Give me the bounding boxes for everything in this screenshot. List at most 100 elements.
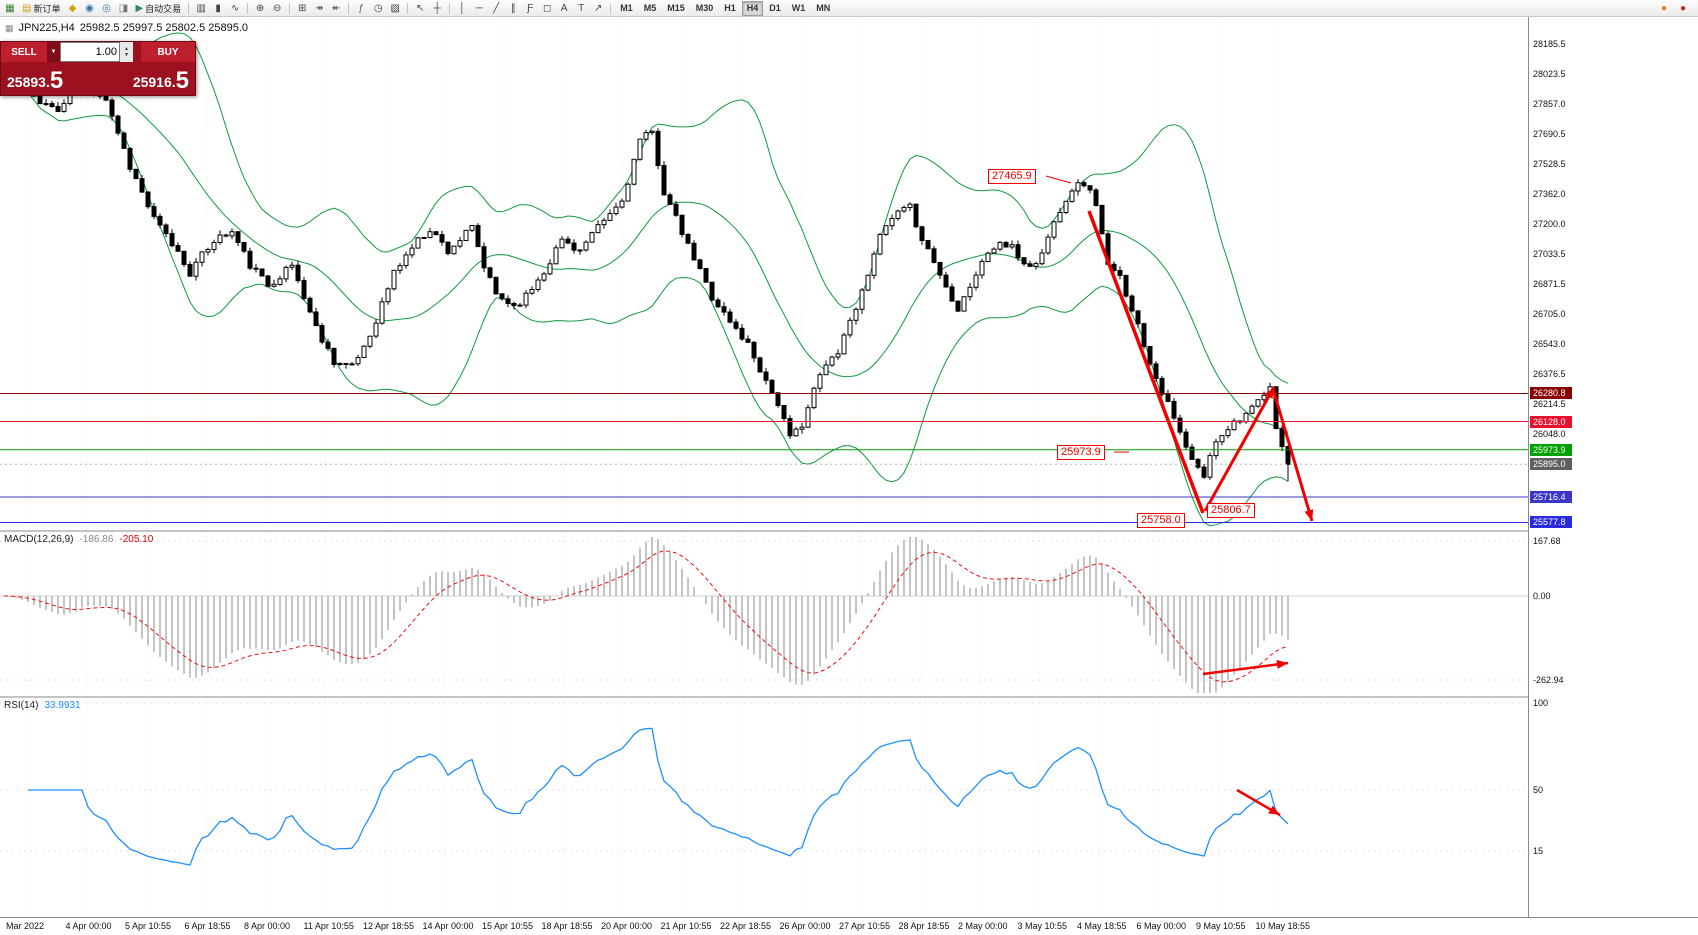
time-axis-label: 4 Apr 00:00 [65, 921, 112, 931]
buy-price-dot: . [171, 74, 176, 90]
bars-chart-button[interactable]: ▥ [193, 1, 209, 16]
volume-spinner[interactable]: ▲ ▼ [120, 42, 133, 62]
price-annotation[interactable]: 27465.9 [988, 169, 1036, 184]
trend-arrow[interactable] [1271, 388, 1314, 522]
label-icon: T [578, 2, 585, 14]
time-axis-label: 21 Apr 10:55 [660, 921, 712, 931]
text-button[interactable]: A [556, 1, 572, 16]
time-axis-label: 15 Apr 10:55 [482, 921, 534, 931]
timeframe-w1-button[interactable]: W1 [791, 3, 806, 13]
one-click-trading-panel: SELL ▼ ▲ ▼ BUY 25893.5 25916.5 [0, 41, 196, 96]
indicators-button[interactable]: ƒ [353, 1, 369, 16]
terminal-button[interactable]: ◨ [115, 1, 131, 16]
price-annotation[interactable]: 25806.7 [1207, 503, 1255, 518]
navigator-button[interactable]: ◎ [98, 1, 114, 16]
tile-windows-button[interactable]: ⊞ [294, 1, 310, 16]
price-axis[interactable]: 28185.5 28023.5 27857.0 27690.5 27528.5 27362… [1528, 17, 1698, 917]
new-chart-icon: ▦ [5, 2, 15, 14]
timeframe-h4-button[interactable]: H4 [741, 0, 764, 16]
autotrading-button-label: 自动交易 [145, 3, 182, 14]
price-axis-tick: 27200.0 [1533, 219, 1566, 229]
crosshair-button[interactable]: ┼ [429, 1, 445, 16]
timeframe-mn-button[interactable]: MN [816, 3, 831, 13]
macd-axis-tick: 0.00 [1533, 591, 1551, 601]
market-watch-icon: ◆ [68, 2, 77, 14]
price-annotation[interactable]: 25973.9 [1057, 445, 1105, 460]
price-badge: 26128.0 [1530, 416, 1572, 428]
horizontal-line-button[interactable]: ─ [471, 1, 487, 16]
zoom-out-button[interactable]: ⊖ [269, 1, 285, 16]
symbol-header: ▦ JPN225,H4 25982.5 25997.5 25802.5 2589… [5, 22, 248, 34]
new-order-button[interactable]: ▤ 新订单 [19, 1, 63, 16]
sell-price[interactable]: 25893. 5 [7, 69, 63, 93]
bollinger-upper-band [3, 32, 1289, 384]
vertical-line-button[interactable]: │ [454, 1, 470, 16]
timeframe-m1-button[interactable]: M1 [620, 3, 633, 13]
market-watch-button[interactable]: ◆ [64, 1, 80, 16]
timeframe-h1-button[interactable]: H1 [724, 3, 736, 13]
cursor-icon: ↖ [415, 2, 425, 14]
shapes-button[interactable]: ◻ [539, 1, 555, 16]
navigator-icon: ◎ [102, 2, 111, 14]
community-icon: ● [1660, 2, 1668, 14]
periods-button[interactable]: ◷ [370, 1, 386, 16]
trend-arrow[interactable] [1203, 386, 1276, 512]
arrow-tools-button[interactable]: ↗ [590, 1, 606, 16]
volume-input[interactable] [60, 42, 120, 62]
channel-button[interactable]: ∥ [505, 1, 521, 16]
new-chart-button[interactable]: ▦ [2, 1, 18, 16]
time-axis-label: 2 May 00:00 [958, 921, 1008, 931]
sell-price-main: 25893 [7, 74, 46, 90]
rsi-line [28, 727, 1289, 866]
time-axis-label: 18 Apr 18:55 [541, 921, 593, 931]
price-axis-tick: 26871.5 [1533, 279, 1566, 289]
line-chart-button[interactable]: ∿ [227, 1, 243, 16]
price-axis-tick: 26543.0 [1533, 339, 1566, 349]
macd-axis-tick: -262.94 [1533, 675, 1564, 685]
chart-shift-button[interactable]: ↞ [328, 1, 344, 16]
price-axis-tick: 27528.5 [1533, 159, 1566, 169]
trend-arrow[interactable] [1087, 210, 1205, 514]
templates-button[interactable]: ▧ [387, 1, 403, 16]
status-icon: ● [1679, 2, 1687, 14]
price-badge: 25895.0 [1530, 458, 1572, 470]
time-axis[interactable]: Mar 2022 4 Apr 00:00 5 Apr 10:55 6 Apr 18:5… [0, 917, 1698, 935]
timeframe-d1-button[interactable]: D1 [769, 3, 781, 13]
timeframe-m5-button[interactable]: M5 [643, 3, 657, 13]
price-axis-tick: 28185.5 [1533, 39, 1566, 49]
bullish-candles [43, 77, 1273, 478]
autotrading-button[interactable]: ▶ 自动交易 [132, 1, 184, 16]
chart-plot[interactable] [0, 17, 1528, 917]
price-annotation[interactable]: 25758.0 [1137, 513, 1185, 528]
buy-price[interactable]: 25916. 5 [133, 69, 189, 93]
status-button[interactable]: ● [1675, 1, 1691, 16]
arrowhead [1276, 659, 1288, 669]
buy-button[interactable]: BUY [141, 42, 195, 62]
trend-arrow[interactable] [1202, 661, 1289, 676]
auto-scroll-button[interactable]: ↠ [311, 1, 327, 16]
toolbar-separator [188, 2, 190, 14]
fibonacci-icon: Ƒ [527, 2, 534, 14]
price-axis-tick: 28023.5 [1533, 69, 1566, 79]
rsi-axis-tick: 100 [1533, 698, 1549, 708]
macd-histogram [9, 537, 1289, 693]
rsi-axis-tick: 50 [1533, 785, 1544, 795]
fibonacci-button[interactable]: Ƒ [522, 1, 538, 16]
toolbar-separator [247, 2, 249, 14]
candlestick-chart-button[interactable]: ▮ [210, 1, 226, 16]
community-button[interactable]: ● [1656, 1, 1672, 16]
label-button[interactable]: T [573, 1, 589, 16]
price-badge: 25973.9 [1530, 444, 1572, 456]
sell-button[interactable]: SELL [1, 42, 47, 62]
time-axis-label: 5 Apr 10:55 [125, 921, 172, 931]
timeframe-m15-button[interactable]: M15 [667, 3, 685, 13]
volume-dropdown-button[interactable]: ▼ [47, 42, 60, 62]
zoom-in-button[interactable]: ⊕ [252, 1, 268, 16]
time-axis-label: 9 May 10:55 [1196, 921, 1246, 931]
trendline-button[interactable]: ╱ [488, 1, 504, 16]
toolbar-separator [289, 2, 291, 14]
data-window-button[interactable]: ◉ [81, 1, 97, 16]
timeframe-m30-button[interactable]: M30 [695, 3, 714, 13]
bollinger-lower-band [3, 66, 1289, 527]
cursor-button[interactable]: ↖ [412, 1, 428, 16]
